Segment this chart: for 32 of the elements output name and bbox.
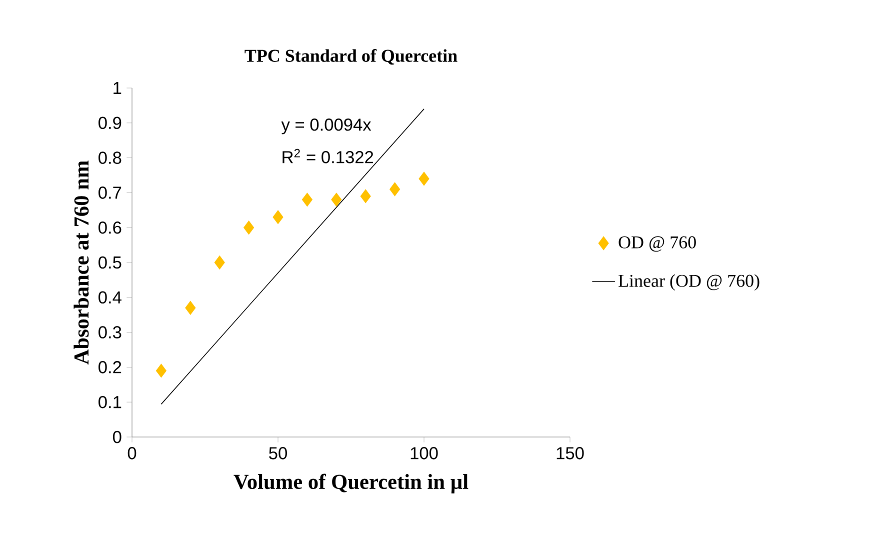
y-tick-label: 0.5 xyxy=(98,256,122,269)
x-tick-label: 150 xyxy=(556,447,584,460)
x-tick-label: 100 xyxy=(410,447,438,460)
point xyxy=(302,192,312,207)
annotation: R$^{2}$ = 0.1322 xyxy=(282,148,374,164)
x-tick-label: 0 xyxy=(128,447,136,460)
y-tick-label: 1 xyxy=(114,82,122,94)
point xyxy=(360,189,371,204)
point xyxy=(390,182,400,196)
legend-label: Linear (OD @ 760) xyxy=(618,274,760,291)
y-tick-label: 0.7 xyxy=(98,186,122,199)
point xyxy=(185,300,196,315)
point xyxy=(214,256,225,270)
y-tick-label: 0 xyxy=(112,430,122,444)
legend-label: OD @ 760 xyxy=(618,236,696,252)
y-tick-label: 0.1 xyxy=(98,396,122,408)
point xyxy=(244,220,254,235)
y-tick-label: 0.3 xyxy=(98,326,122,338)
y-tick-label: 0.4 xyxy=(98,291,122,304)
annotation: y = 0.0094x xyxy=(281,118,372,134)
y-tick-label: 0.2 xyxy=(98,361,122,374)
point xyxy=(272,210,284,224)
y-axis-title: Absorbance at 760 nm xyxy=(74,160,89,365)
point xyxy=(331,192,342,207)
point xyxy=(418,172,430,186)
x-axis-title: Volume of Quercetin in µl xyxy=(234,474,468,494)
y-tick-label: 0.9 xyxy=(98,116,122,130)
point xyxy=(156,364,166,378)
y-tick-label: 0.8 xyxy=(98,152,122,164)
x-tick-label: 50 xyxy=(269,447,287,460)
chart-title: TPC Standard of Quercetin xyxy=(244,49,458,65)
y-tick-label: 0.6 xyxy=(98,221,122,234)
